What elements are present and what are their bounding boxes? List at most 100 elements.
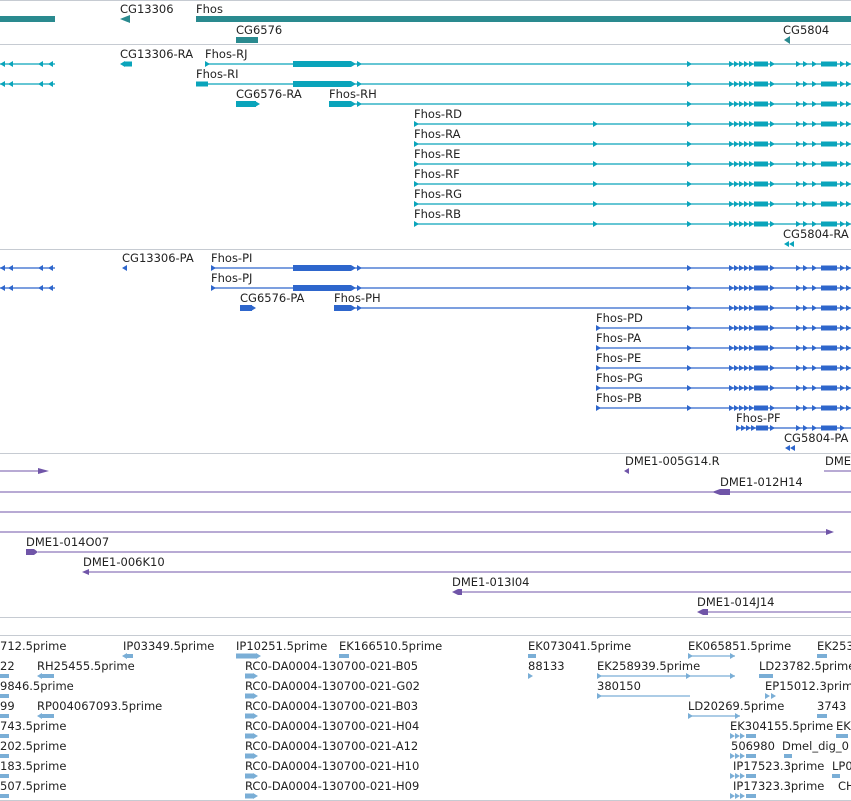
est-feature[interactable] (253, 733, 258, 739)
protein-exon[interactable] (351, 305, 356, 311)
transcript-exon[interactable] (729, 161, 734, 167)
protein-exon[interactable] (821, 405, 837, 411)
protein-exon[interactable] (729, 345, 734, 351)
protein-exon[interactable] (749, 285, 754, 291)
protein-exon[interactable] (351, 265, 356, 271)
protein-exon[interactable] (729, 325, 734, 331)
protein-fhos-ph-exon[interactable] (754, 305, 768, 311)
protein-exon[interactable] (812, 385, 817, 391)
transcript-exon[interactable] (796, 201, 801, 207)
transcript-exon[interactable] (796, 161, 801, 167)
transcript-fhos-ri-exon[interactable] (821, 81, 837, 87)
transcript-exon[interactable] (749, 201, 754, 207)
protein-exon[interactable] (211, 265, 216, 271)
est-feature[interactable] (253, 793, 258, 799)
gene-feature-fhos[interactable] (196, 16, 851, 22)
protein-exon[interactable] (729, 385, 734, 391)
transcript-fhos-rh-exon[interactable] (754, 101, 768, 107)
transcript-exon[interactable] (812, 221, 817, 227)
transcript-exon[interactable] (840, 141, 845, 147)
gene-feature-cg5804[interactable] (784, 36, 790, 44)
transcript-exon[interactable] (821, 121, 837, 127)
transcript-exon[interactable] (120, 61, 125, 67)
protein-exon[interactable] (739, 345, 744, 351)
transcript-exon[interactable] (770, 201, 775, 207)
protein-exon[interactable] (803, 345, 808, 351)
protein-exon[interactable] (812, 365, 817, 371)
protein-exon[interactable] (803, 385, 808, 391)
est-feature[interactable] (528, 673, 533, 679)
est-feature[interactable] (253, 693, 258, 699)
protein-exon[interactable] (803, 425, 808, 431)
transcript-cg6576-ra[interactable] (236, 101, 256, 107)
protein-exon[interactable] (122, 265, 127, 271)
transcript-exon[interactable] (770, 221, 775, 227)
est-feature[interactable] (37, 713, 42, 719)
transcript-exon[interactable] (821, 141, 837, 147)
est-feature[interactable] (245, 673, 253, 679)
transcript-exon[interactable] (739, 161, 744, 167)
protein-exon[interactable] (749, 325, 754, 331)
transcript-exon[interactable] (729, 221, 734, 227)
transcript-fhos-rj-exon[interactable] (796, 61, 801, 67)
protein-fhos-ph-exon[interactable] (744, 305, 749, 311)
transcript-exon[interactable] (293, 81, 351, 87)
protein-exon[interactable] (734, 325, 739, 331)
transcript-exon[interactable] (0, 81, 5, 87)
protein-exon[interactable] (803, 325, 808, 331)
protein-exon[interactable] (48, 265, 53, 271)
est-feature[interactable] (253, 773, 258, 779)
protein-exon[interactable] (821, 425, 837, 431)
protein-exon[interactable] (744, 325, 749, 331)
transcript-exon[interactable] (8, 81, 13, 87)
bac-end-marker-dme1-013i04[interactable] (452, 589, 462, 595)
protein-exon[interactable] (754, 285, 768, 291)
protein-exon[interactable] (803, 365, 808, 371)
transcript-exon[interactable] (812, 181, 817, 187)
transcript-exon[interactable] (770, 161, 775, 167)
est-feature[interactable] (735, 733, 740, 739)
protein-exon[interactable] (744, 405, 749, 411)
transcript-exon[interactable] (821, 161, 837, 167)
protein-exon[interactable] (739, 405, 744, 411)
protein-exon[interactable] (846, 325, 851, 331)
protein-exon[interactable] (840, 285, 845, 291)
protein-exon[interactable] (770, 285, 775, 291)
transcript-exon[interactable] (846, 181, 851, 187)
protein-exon[interactable] (734, 385, 739, 391)
protein-exon[interactable] (293, 265, 351, 271)
transcript-fhos-rj-exon[interactable] (734, 61, 739, 67)
transcript-fhos-rj-exon[interactable] (739, 61, 744, 67)
protein-exon[interactable] (812, 325, 817, 331)
protein-exon[interactable] (754, 405, 768, 411)
transcript-exon[interactable] (687, 141, 692, 147)
transcript-exon[interactable] (796, 141, 801, 147)
protein-exon[interactable] (729, 405, 734, 411)
transcript-exon[interactable] (739, 181, 744, 187)
transcript-exon[interactable] (754, 161, 768, 167)
transcript-exon[interactable] (293, 61, 351, 67)
transcript-exon[interactable] (593, 161, 598, 167)
protein-exon[interactable] (770, 325, 775, 331)
protein-exon[interactable] (734, 285, 739, 291)
protein-exon[interactable] (812, 285, 817, 291)
protein-exon[interactable] (596, 345, 601, 351)
est-feature[interactable] (740, 733, 745, 739)
transcript-fhos-rj-exon[interactable] (749, 61, 754, 67)
protein-exon[interactable] (687, 365, 692, 371)
protein-exon[interactable] (796, 345, 801, 351)
est-feature[interactable] (817, 654, 827, 658)
protein-exon[interactable] (596, 365, 601, 371)
transcript-fhos-rh-exon[interactable] (846, 101, 851, 107)
transcript-fhos-rh-exon[interactable] (803, 101, 808, 107)
transcript-exon[interactable] (749, 181, 754, 187)
protein-exon[interactable] (770, 365, 775, 371)
transcript-exon[interactable] (770, 121, 775, 127)
protein-exon[interactable] (754, 265, 768, 271)
est-feature[interactable] (127, 654, 133, 658)
protein-exon[interactable] (812, 405, 817, 411)
protein-exon[interactable] (357, 265, 362, 271)
est-feature[interactable] (735, 773, 740, 779)
transcript-exon[interactable] (796, 121, 801, 127)
transcript-exon[interactable] (729, 141, 734, 147)
